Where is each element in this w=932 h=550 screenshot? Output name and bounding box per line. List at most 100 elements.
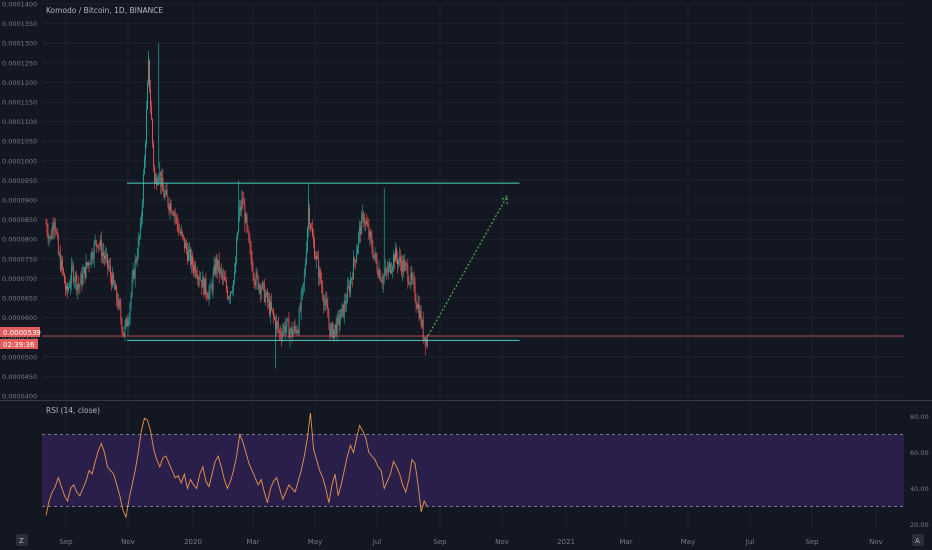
candle-body (256, 272, 258, 277)
candle-body (355, 260, 356, 262)
candle-body (377, 270, 379, 277)
candle-body (390, 270, 392, 273)
candle-body (220, 268, 222, 273)
candle-body (89, 263, 91, 265)
candle-body (335, 324, 337, 335)
candle-body (165, 190, 167, 194)
candle-body (56, 232, 58, 237)
corner-right-label: A (915, 537, 920, 545)
candle-body (279, 330, 281, 333)
candle-body (373, 255, 375, 258)
candle-body (125, 318, 127, 326)
channel-lines (42, 182, 904, 341)
candle-body (192, 255, 194, 266)
candle-body (221, 272, 223, 278)
candle-body (306, 228, 308, 251)
candle-body (46, 223, 48, 232)
corner-right-button[interactable] (912, 534, 924, 546)
candle-body (55, 230, 57, 233)
candle-body (71, 266, 73, 283)
candle-body (86, 262, 88, 266)
candle-body (194, 265, 196, 272)
candle-body (366, 221, 368, 225)
candle-body (168, 205, 170, 211)
candle-body (114, 283, 116, 290)
candle-body (229, 297, 230, 299)
candle-body (372, 249, 374, 258)
candle-body (127, 324, 129, 327)
candle-body (397, 257, 399, 265)
countdown-badge: 02:39:36 (3, 341, 35, 349)
candle-body (204, 278, 206, 295)
candle-body (316, 255, 318, 260)
candle-body (178, 231, 180, 233)
candle-body (332, 323, 334, 339)
candle-body (251, 257, 253, 270)
candle-body (91, 252, 93, 260)
candle-body (313, 236, 314, 243)
candle-body (278, 324, 280, 331)
candle-body (146, 109, 147, 144)
candle-body (417, 303, 419, 309)
candle-body (264, 295, 266, 302)
candle-body (62, 268, 64, 274)
candle-body (166, 190, 168, 197)
corner-left-button[interactable] (16, 534, 28, 546)
time-axis: Sep Nov 2020 Mar May Jul Sep Nov 2021 Mar May Jul Se… (59, 538, 882, 546)
candle-body (59, 253, 61, 271)
rsi-tick-label: 20.00 (910, 521, 929, 529)
price-badge: 0.0000539 (3, 329, 41, 337)
candle-body (65, 283, 66, 290)
price-tick-label: 0.0000450 (2, 373, 37, 381)
candle-body (389, 263, 391, 273)
price-tick-label: 0.0001150 (2, 99, 37, 107)
candle-body (177, 224, 179, 232)
time-tick-label: Nov (121, 538, 135, 546)
candle-body (382, 276, 384, 284)
candle-body (134, 260, 136, 278)
candle-body (66, 286, 67, 290)
candle-body (234, 272, 236, 281)
candle-body (232, 290, 233, 292)
candle-body (92, 258, 94, 260)
time-tick-label: Nov (495, 538, 509, 546)
candle-body (262, 282, 264, 284)
candle-body (274, 316, 276, 319)
candle-body (223, 276, 225, 281)
candle-body (98, 245, 100, 246)
candle-body (195, 265, 197, 276)
candle-body (360, 225, 362, 235)
candle-body (407, 266, 409, 282)
time-tick-label: 2020 (184, 538, 202, 546)
candle-body (93, 242, 95, 259)
candle-body (260, 288, 262, 294)
candle-body (412, 278, 414, 280)
rsi-tick-label: 40.00 (910, 485, 929, 493)
candle-body (293, 325, 295, 333)
candle-body (69, 286, 71, 288)
candle-body (303, 275, 305, 284)
candle-body (124, 325, 126, 337)
candle-body (413, 278, 415, 283)
candle-body (242, 199, 244, 202)
candle-body (425, 338, 427, 346)
candle-body (248, 231, 250, 242)
price-tick-label: 0.0000500 (2, 353, 37, 361)
time-tick-label: Mar (246, 538, 259, 546)
candle-body (111, 275, 113, 287)
candle-body (250, 246, 252, 258)
candle-body (231, 291, 232, 293)
price-tick-label: 0.0001250 (2, 59, 37, 67)
candle-body (267, 299, 269, 302)
candle-body (100, 239, 102, 257)
candle-body (173, 213, 175, 215)
candle-body (356, 253, 358, 262)
candle-body (60, 259, 62, 271)
candle-body (218, 260, 220, 274)
time-tick-label: Sep (59, 538, 73, 546)
candle-body (317, 255, 319, 259)
candle-body (333, 329, 335, 339)
candle-body (76, 274, 78, 290)
price-tick-label: 0.0000800 (2, 236, 37, 244)
